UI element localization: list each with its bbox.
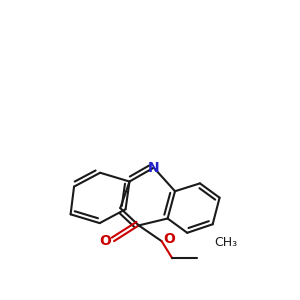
Text: O: O xyxy=(99,234,111,248)
Text: N: N xyxy=(148,161,160,175)
Text: CH₃: CH₃ xyxy=(214,236,238,249)
Text: O: O xyxy=(163,232,175,246)
